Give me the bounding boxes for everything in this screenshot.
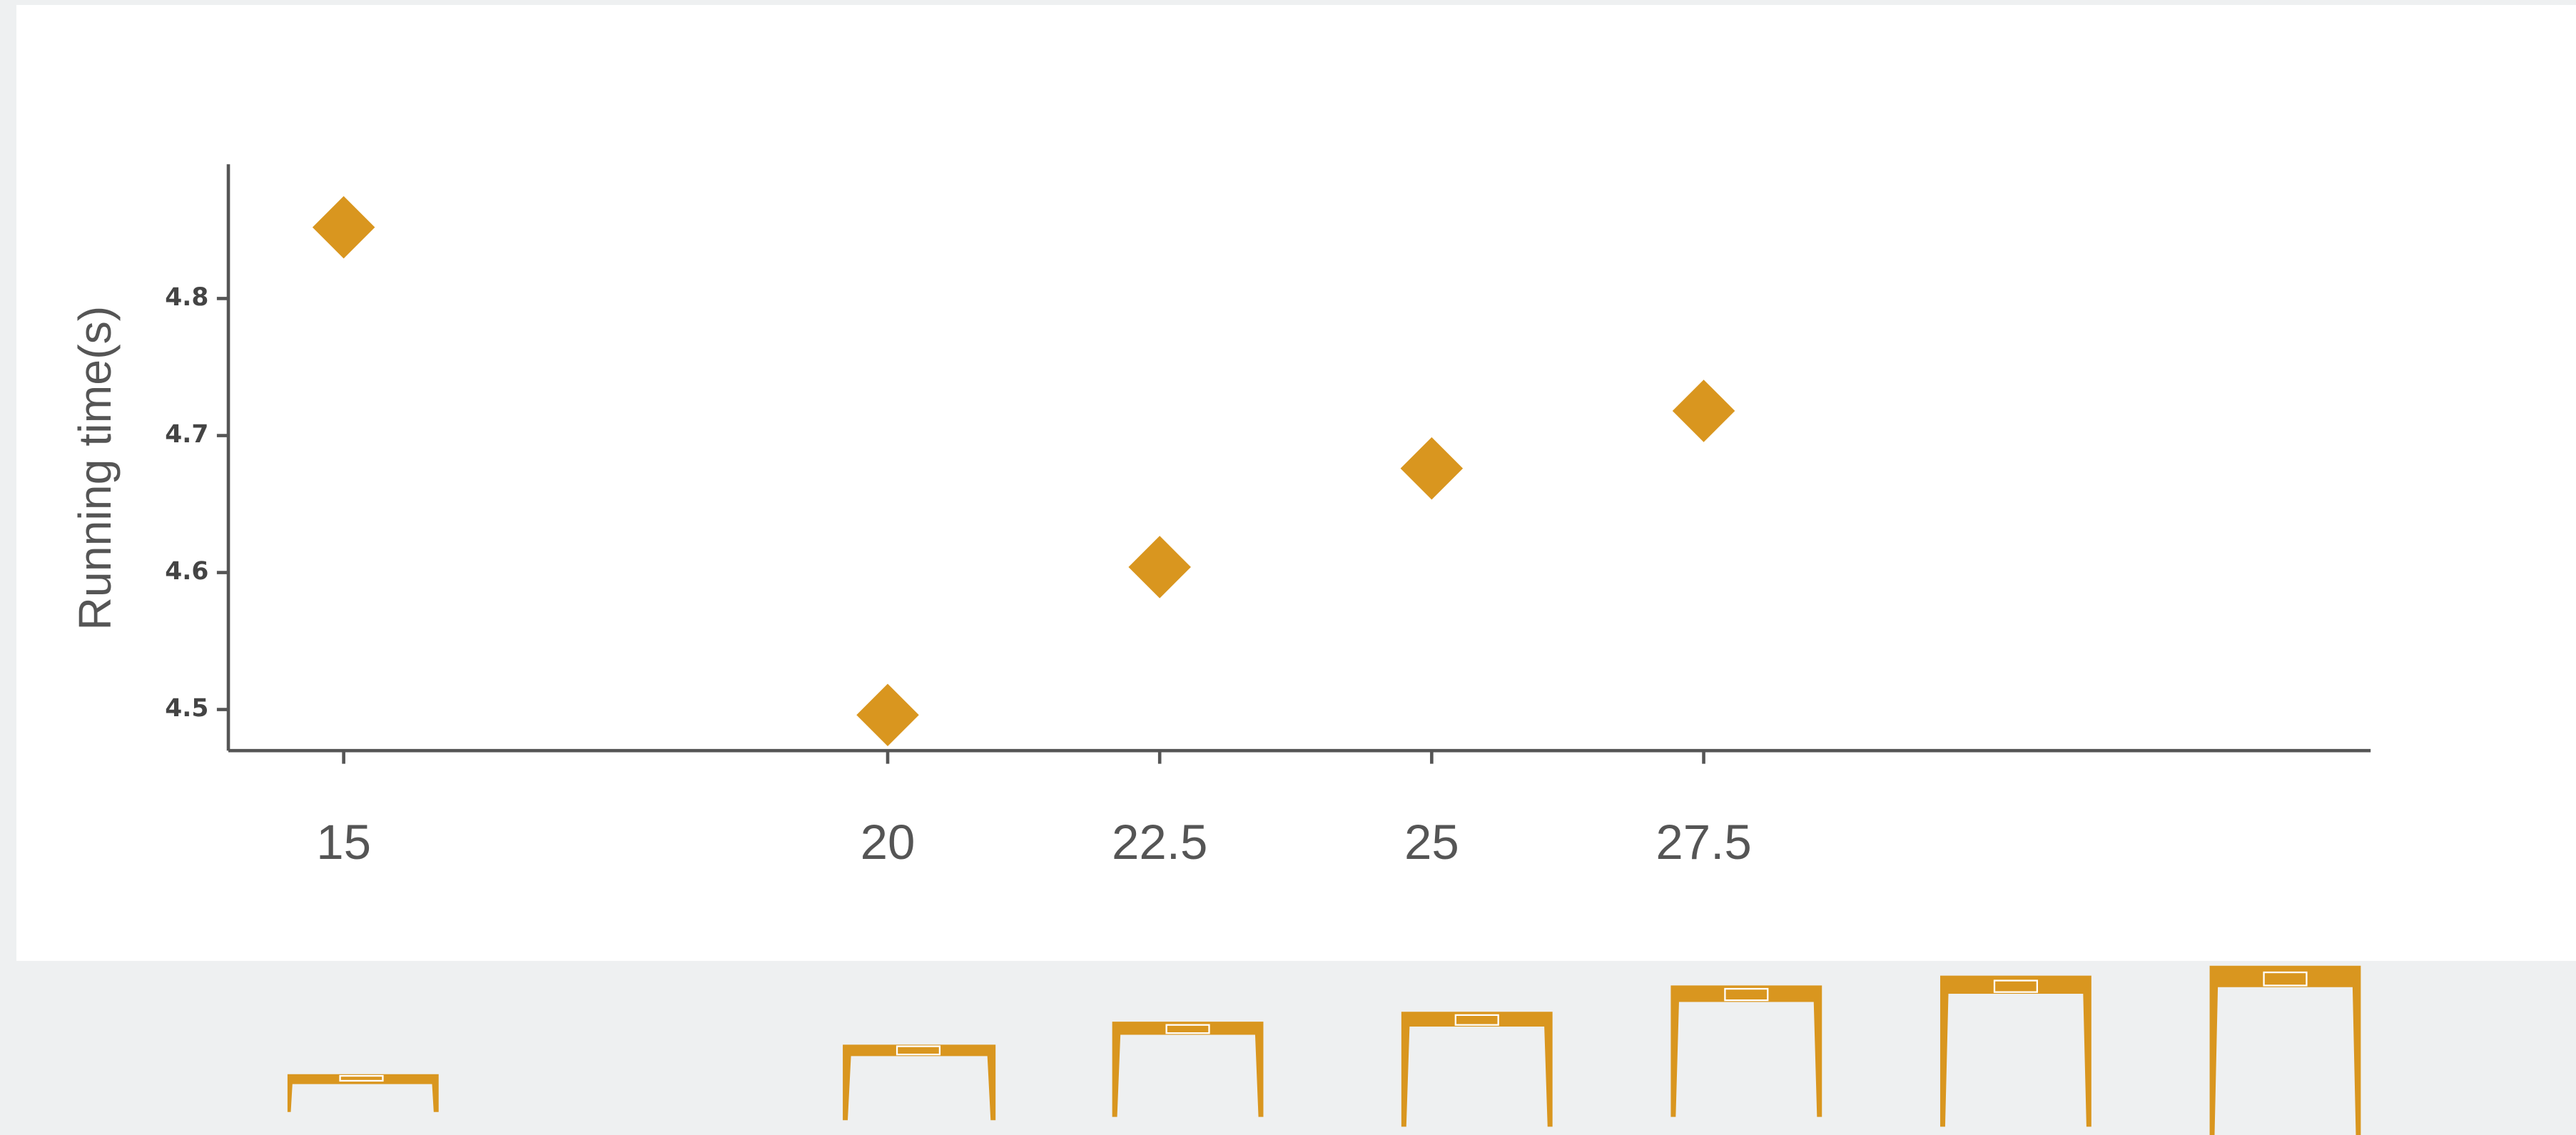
x-tick-label: 20 <box>861 814 916 870</box>
y-tick-label: 4.8 <box>165 283 208 312</box>
decoration <box>843 1044 996 1121</box>
x-tick-label: 22.5 <box>1112 814 1207 870</box>
decoration <box>2209 965 2361 1135</box>
point <box>856 683 919 747</box>
y-tick-label: 4.5 <box>165 694 208 723</box>
decorations <box>287 965 2361 1135</box>
decoration <box>1112 1022 1264 1117</box>
point <box>1400 437 1464 500</box>
x-tick-label: 25 <box>1404 814 1459 870</box>
decoration <box>1401 1012 1553 1127</box>
y-tick-label: 4.6 <box>165 557 208 586</box>
point <box>1672 380 1735 442</box>
point <box>312 195 375 259</box>
decoration <box>1670 985 1822 1117</box>
x-tick-label: 15 <box>316 814 371 870</box>
y-tick-label: 4.7 <box>165 420 208 449</box>
x-tick-label: 27.5 <box>1655 814 1751 870</box>
point <box>1128 536 1191 599</box>
chart-panel <box>16 4 2576 961</box>
y-axis-label: Running time(s) <box>69 306 121 631</box>
decoration <box>287 1074 439 1112</box>
decoration <box>1940 975 2091 1127</box>
